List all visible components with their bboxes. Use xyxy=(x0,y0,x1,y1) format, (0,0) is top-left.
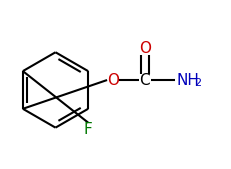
Text: 2: 2 xyxy=(194,78,201,88)
Text: O: O xyxy=(107,73,119,88)
Text: O: O xyxy=(139,41,151,56)
Text: C: C xyxy=(140,73,150,88)
Text: NH: NH xyxy=(176,73,199,88)
Text: F: F xyxy=(84,122,93,137)
